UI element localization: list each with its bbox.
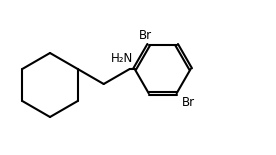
Text: Br: Br <box>182 96 195 109</box>
Text: Br: Br <box>139 29 152 42</box>
Text: H₂N: H₂N <box>111 51 133 64</box>
